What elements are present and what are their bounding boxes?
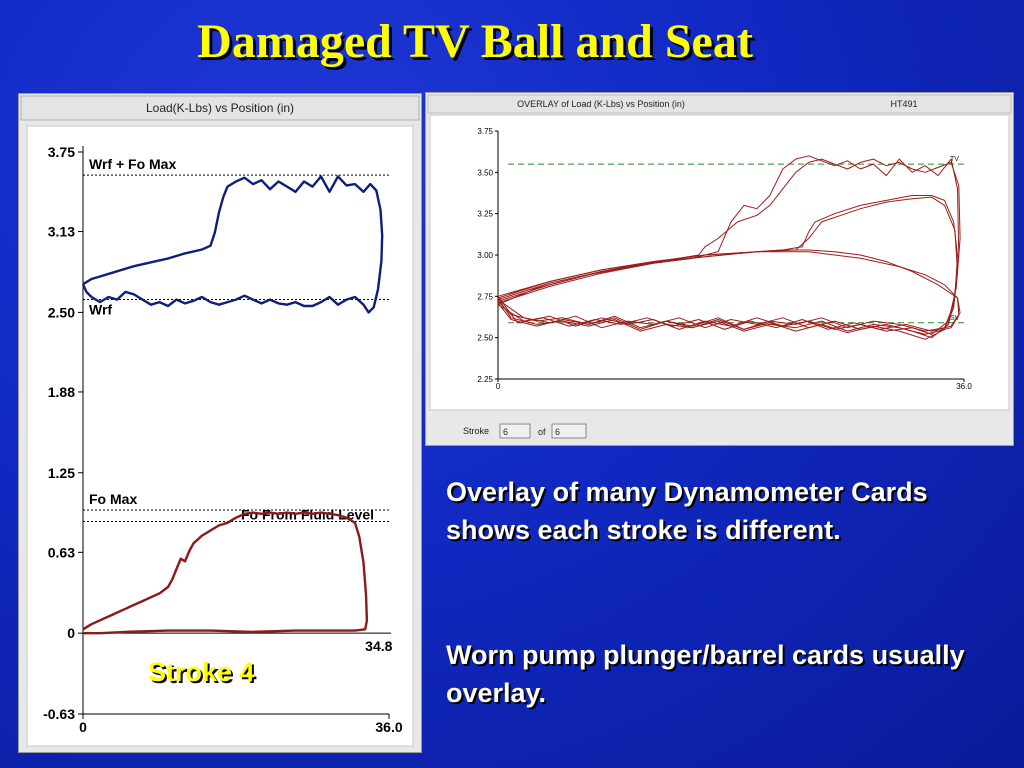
- reference-line-label: Wrf: [89, 302, 112, 318]
- overlay-stroke-line: [497, 195, 958, 339]
- overlay-y-tick-label: 2.50: [477, 334, 493, 343]
- y-tick-label: 2.50: [48, 304, 75, 320]
- overlay-y-tick-label: 2.75: [477, 292, 493, 301]
- y-tick-label: 0: [67, 625, 75, 641]
- y-tick-label: -0.63: [43, 706, 75, 722]
- plot-background: [26, 125, 414, 747]
- slide-text-overlay-description: Overlay of many Dynamometer Cards shows …: [446, 477, 928, 545]
- overlay-reference-label: SV: [950, 315, 960, 322]
- x-tick-label: 0: [79, 719, 87, 735]
- overlay-stroke-line: [497, 196, 958, 340]
- y-tick-label: 1.88: [48, 384, 75, 400]
- x-extra-label: 34.8: [365, 638, 392, 654]
- chart-header-bar: [20, 95, 420, 121]
- slide-title: Damaged TV Ball and Seat: [197, 15, 753, 68]
- reference-line-label: Wrf + Fo Max: [89, 156, 176, 172]
- of-label: of: [538, 427, 546, 437]
- polished-rod-card-line: [81, 175, 384, 314]
- y-tick-label: 3.75: [48, 144, 75, 160]
- reference-line-label: Fo Max: [89, 491, 137, 507]
- overlay-stroke-line: [497, 155, 960, 332]
- reference-line-label: Fo From Fluid Level: [241, 507, 374, 523]
- pump-card-line: [82, 511, 369, 635]
- stroke-number-label: Stroke 4: [148, 657, 255, 687]
- overlay-chart: OVERLAY of Load (K-Lbs) vs Position (in)…: [427, 94, 1012, 439]
- stroke-number-field[interactable]: [499, 423, 531, 439]
- overlay-x-tick-label: 0: [496, 382, 501, 391]
- stroke-total-field[interactable]: [551, 423, 587, 439]
- overlay-y-tick-label: 2.25: [477, 375, 493, 384]
- well-id-label: HT491: [890, 99, 917, 109]
- overlay-y-tick-label: 3.00: [477, 251, 493, 260]
- stroke-number-value: 6: [503, 427, 508, 437]
- overlay-title: OVERLAY of Load (K-Lbs) vs Position (in): [517, 99, 685, 109]
- overlay-reference-label: TV: [950, 156, 959, 163]
- slide-text-worn-pump-note: Worn pump plunger/barrel cards usually o…: [446, 640, 965, 708]
- stroke-card-panel: Load(K-Lbs) vs Position (in) 3.75 3.13 2.50…: [18, 93, 422, 753]
- y-tick-label: 0.63: [48, 544, 75, 560]
- overlay-y-tick-label: 3.25: [477, 210, 493, 219]
- overlay-stroke-line: [497, 158, 961, 335]
- stroke-total-value: 6: [555, 427, 560, 437]
- stroke-card-chart: Load(K-Lbs) vs Position (in) 3.75 3.13 2.50…: [20, 95, 420, 747]
- y-tick-label: 1.25: [48, 465, 75, 481]
- overlay-y-tick-label: 3.50: [477, 168, 493, 177]
- overlay-y-tick-label: 3.75: [477, 127, 493, 136]
- overlay-window: OVERLAY of Load (K-Lbs) vs Position (in)…: [425, 92, 1014, 446]
- overlay-plot-background: [429, 114, 1010, 411]
- chart-title: Load(K-Lbs) vs Position (in): [146, 101, 294, 115]
- x-tick-label: 36.0: [375, 719, 402, 735]
- overlay-x-tick-label: 36.0: [956, 382, 972, 391]
- overlay-header-bar: [427, 94, 1012, 114]
- stroke-field-label: Stroke: [463, 426, 489, 436]
- y-tick-label: 3.13: [48, 224, 75, 240]
